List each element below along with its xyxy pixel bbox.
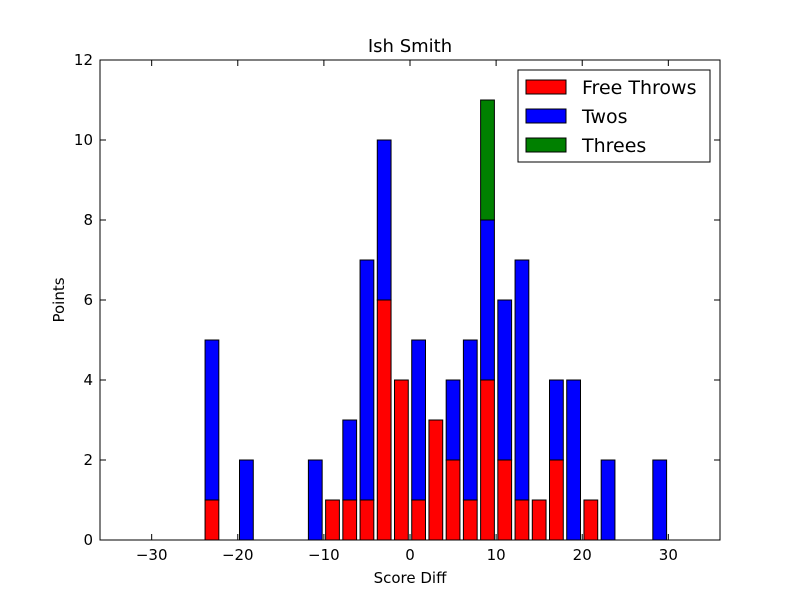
legend-label-free-throws: Free Throws xyxy=(582,77,696,99)
y-tick-label-4: 8 xyxy=(83,211,93,229)
y-tick-label-5: 10 xyxy=(74,131,93,149)
bar-free-throws-16 xyxy=(376,299,392,541)
x-tick-label-3: 0 xyxy=(405,546,415,564)
bar-free-throws-19 xyxy=(428,419,444,541)
bar-free-throws-18 xyxy=(411,499,427,541)
legend-swatch-twos xyxy=(525,108,567,124)
x-tick-label-1: −20 xyxy=(222,546,254,564)
x-tick-label-2: −10 xyxy=(308,546,340,564)
axes-group: −30 −20 −10 0 10 20 30 0 2 4 6 8 10 12 xyxy=(74,51,721,564)
bar-twos-20 xyxy=(445,379,461,461)
bar-threes-22 xyxy=(480,99,495,221)
y-tick-label-2: 4 xyxy=(83,371,93,389)
bar-twos-29 xyxy=(600,459,616,541)
legend-label-twos: Twos xyxy=(581,106,628,128)
bar-free-throws-23 xyxy=(497,459,513,541)
x-tick-label-5: 20 xyxy=(573,546,592,564)
bar-free-throws-21 xyxy=(462,499,478,541)
bar-free-throws-17 xyxy=(394,379,409,541)
chart-title: Ish Smith xyxy=(368,36,452,57)
bar-free-throws-20 xyxy=(445,459,461,541)
bar-free-throws-13 xyxy=(325,499,340,541)
legend-label-threes: Threes xyxy=(581,135,646,157)
bar-twos-16 xyxy=(376,139,392,301)
bar-twos-12 xyxy=(307,459,323,541)
y-tick-label-0: 0 xyxy=(83,531,93,549)
y-tick-label-6: 12 xyxy=(74,51,93,69)
y-tick-label-1: 2 xyxy=(83,451,93,469)
bar-free-throws-22 xyxy=(480,379,495,541)
y-tick-label-3: 6 xyxy=(83,291,93,309)
bar-free-throws-6 xyxy=(204,499,220,541)
bar-twos-26 xyxy=(549,379,564,461)
bar-free-throws-24 xyxy=(514,499,530,541)
bar-twos-6 xyxy=(204,339,220,501)
bar-twos-22 xyxy=(480,219,495,381)
bar-free-throws-14 xyxy=(342,499,358,541)
bar-twos-32 xyxy=(652,459,668,541)
bar-twos-14 xyxy=(342,419,358,501)
bar-twos-8 xyxy=(239,459,254,541)
bar-free-throws-25 xyxy=(531,499,547,541)
bar-twos-24 xyxy=(514,259,530,501)
x-tick-label-4: 10 xyxy=(487,546,506,564)
bar-twos-23 xyxy=(497,299,513,461)
bar-free-throws-28 xyxy=(583,499,599,541)
x-axis-title: Score Diff xyxy=(374,569,447,587)
bar-free-throws-15 xyxy=(359,499,375,541)
y-axis-title: Points xyxy=(50,277,68,322)
bar-twos-21 xyxy=(462,339,478,501)
x-tick-label-6: 30 xyxy=(659,546,678,564)
legend-swatch-threes xyxy=(525,137,567,153)
bar-twos-18 xyxy=(411,339,427,501)
x-tick-label-0: −30 xyxy=(136,546,168,564)
bars-group xyxy=(204,99,668,541)
bar-twos-27 xyxy=(566,379,582,541)
legend: Free Throws Twos Threes xyxy=(517,69,711,163)
bar-free-throws-26 xyxy=(549,459,564,541)
bar-twos-15 xyxy=(359,259,375,501)
legend-swatch-free-throws xyxy=(525,79,567,95)
